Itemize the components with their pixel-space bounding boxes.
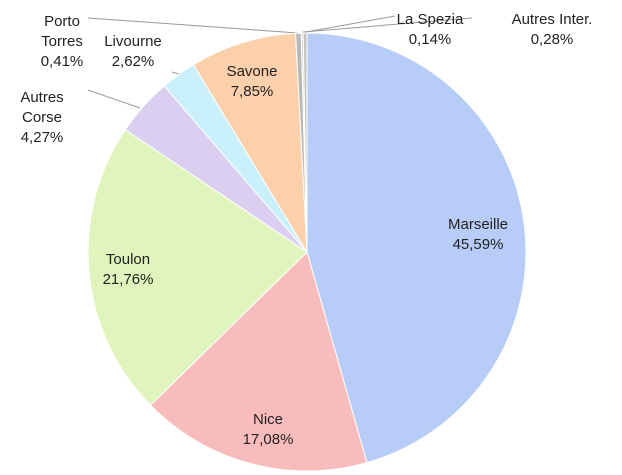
slice-name: Autres Inter. <box>511 11 593 28</box>
pie-slice <box>302 32 308 253</box>
slice-name: Marseille <box>447 216 508 233</box>
slice-value: 17,08% <box>242 431 294 448</box>
slice-label: Porto Torres 0,41% <box>32 12 92 72</box>
slice-value: 45,59% <box>452 236 504 253</box>
slice-name: Savone <box>226 63 278 80</box>
leader-line <box>302 17 473 33</box>
slice-name: Porto Torres <box>41 13 83 50</box>
slice-name: Toulon <box>105 251 151 268</box>
slice-label: Savone 7,85% <box>202 62 302 102</box>
leader-line <box>87 89 141 109</box>
leader-lines <box>87 15 473 109</box>
slice-value: 7,85% <box>230 83 274 100</box>
slice-label: La Spezia 0,14% <box>380 10 480 50</box>
slice-value: 0,28% <box>530 31 574 48</box>
slice-label: Autres Corse 4,27% <box>12 88 72 148</box>
slice-name: Livourne <box>104 33 162 50</box>
slice-value: 2,62% <box>111 53 155 70</box>
leader-line <box>305 15 396 33</box>
slice-name: Nice <box>252 411 283 428</box>
leader-line <box>87 17 299 34</box>
pie-slice <box>192 32 308 253</box>
slice-label: Livourne 2,62% <box>83 32 183 72</box>
slice-label: Toulon 21,76% <box>78 250 178 290</box>
slice-value: 0,14% <box>408 31 452 48</box>
slice-label: Nice 17,08% <box>218 410 318 450</box>
slice-name: La Spezia <box>396 11 464 28</box>
pie-slice <box>149 251 368 472</box>
slice-value: 4,27% <box>20 129 64 146</box>
pie-slice <box>306 32 527 464</box>
slice-value: 21,76% <box>102 271 154 288</box>
slice-label: Marseille 45,59% <box>428 215 528 255</box>
slice-name: Autres Corse <box>20 89 64 126</box>
slice-label: Autres Inter. 0,28% <box>497 10 607 50</box>
pie-slice <box>87 129 308 406</box>
slice-value: 0,41% <box>40 53 84 70</box>
